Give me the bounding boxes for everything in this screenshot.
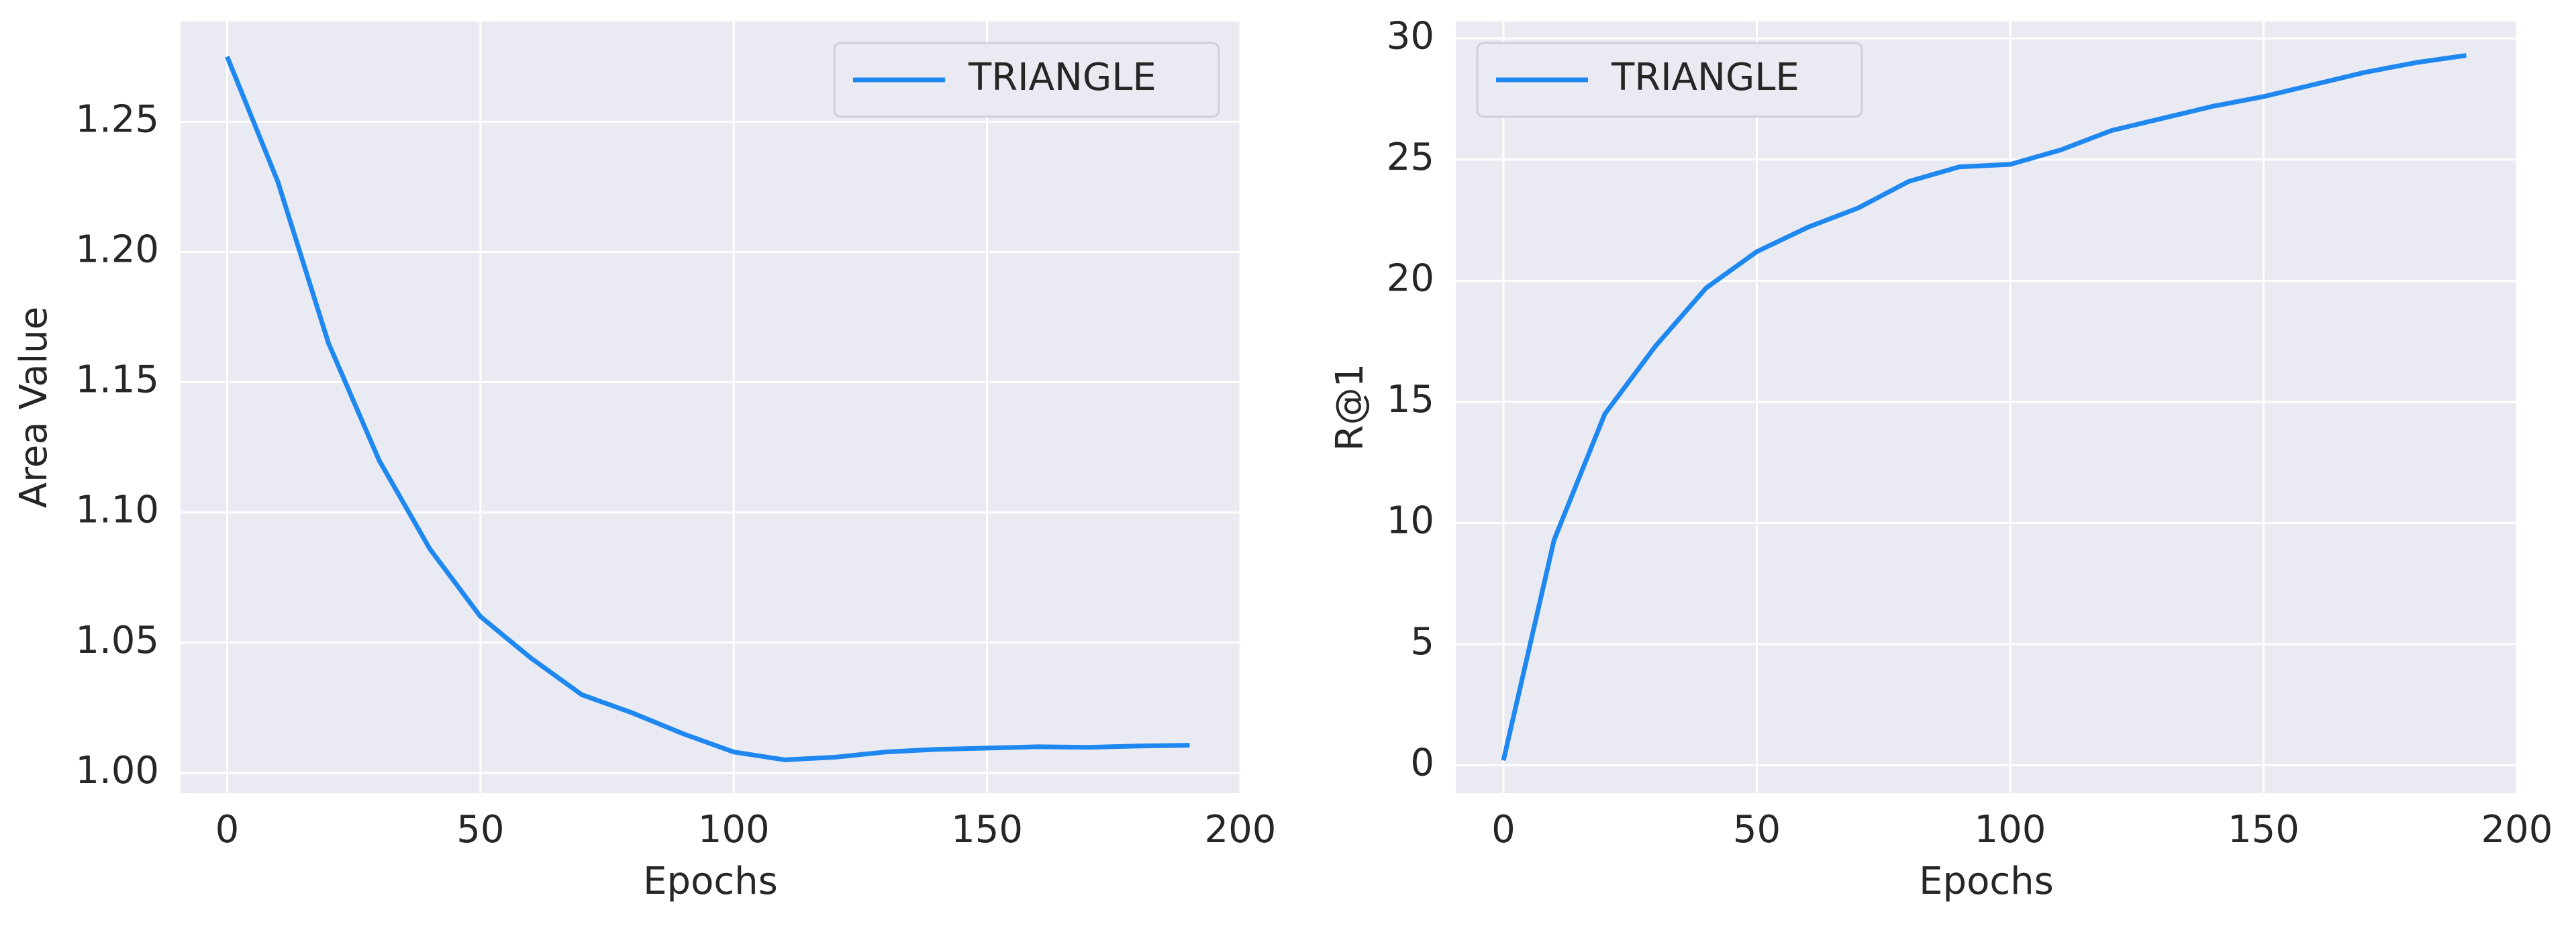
x-tick-label: 200 (1205, 808, 1277, 852)
x-tick-label: 100 (1975, 808, 2046, 852)
x-axis-label: Epochs (643, 860, 778, 903)
data-line (225, 56, 1190, 762)
y-axis-label: Area Value (12, 307, 56, 508)
x-tick-label: 50 (456, 808, 504, 852)
y-tick-label: 1.20 (75, 228, 159, 272)
legend-box (1476, 42, 1863, 118)
y-tick-label: 1.15 (75, 358, 159, 402)
x-tick-label: 0 (1491, 808, 1516, 852)
y-axis-label: R@1 (1328, 364, 1372, 452)
plot-area (181, 21, 1240, 793)
legend-box (833, 42, 1220, 118)
x-tick-label: 0 (215, 808, 240, 852)
y-tick-label: 1.00 (75, 749, 159, 792)
x-tick-label: 150 (2228, 808, 2299, 852)
x-tick-label: 200 (2481, 808, 2553, 852)
y-tick-label: 0 (1410, 741, 1434, 785)
y-tick-label: 1.25 (75, 98, 159, 142)
plot-area (1456, 21, 2517, 793)
y-tick-label: 20 (1387, 256, 1434, 300)
legend-label: TRIANGLE (968, 56, 1156, 99)
y-tick-label: 15 (1387, 378, 1434, 421)
y-tick-label: 1.10 (75, 488, 159, 532)
x-tick-label: 100 (698, 808, 770, 852)
data-line (1501, 53, 2467, 762)
x-tick-label: 50 (1733, 808, 1781, 852)
legend-label: TRIANGLE (1611, 56, 1799, 99)
y-tick-label: 5 (1410, 620, 1434, 664)
y-tick-label: 1.05 (75, 619, 159, 662)
x-axis-label: Epochs (1919, 860, 2054, 903)
y-tick-label: 25 (1387, 136, 1434, 179)
y-tick-label: 10 (1387, 499, 1434, 543)
y-tick-label: 30 (1387, 14, 1434, 58)
x-tick-label: 150 (951, 808, 1023, 852)
